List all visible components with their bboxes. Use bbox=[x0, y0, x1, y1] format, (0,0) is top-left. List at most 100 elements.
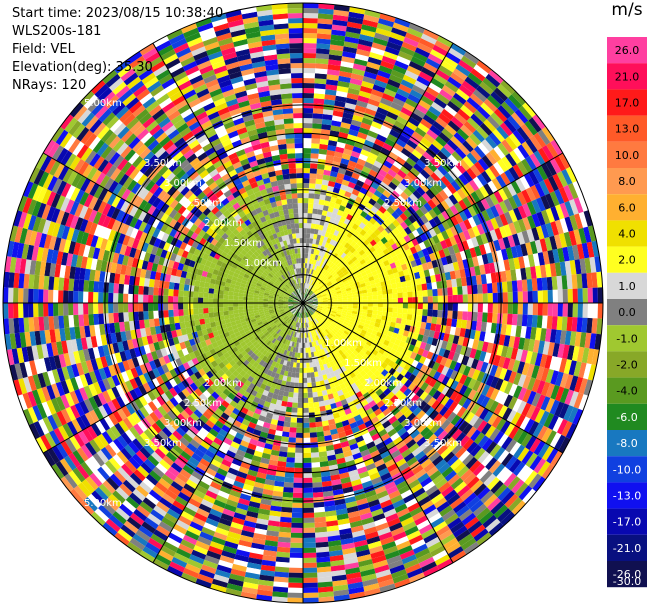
velocity-cell bbox=[547, 250, 555, 264]
velocity-cell bbox=[414, 353, 422, 362]
velocity-cell bbox=[499, 200, 509, 214]
velocity-cell bbox=[304, 283, 307, 289]
velocity-cell bbox=[315, 311, 320, 315]
velocity-cell bbox=[322, 269, 327, 275]
velocity-cell bbox=[421, 248, 429, 257]
velocity-cell bbox=[376, 197, 385, 206]
velocity-cell bbox=[336, 312, 342, 316]
velocity-cell bbox=[421, 33, 437, 45]
velocity-cell bbox=[317, 306, 323, 309]
velocity-cell bbox=[306, 289, 310, 294]
velocity-cell bbox=[331, 234, 337, 241]
velocity-cell bbox=[512, 359, 521, 373]
velocity-cell bbox=[315, 249, 320, 256]
velocity-cell bbox=[303, 422, 310, 428]
velocity-cell bbox=[337, 231, 343, 238]
velocity-cell bbox=[458, 210, 468, 222]
velocity-cell bbox=[446, 279, 453, 288]
velocity-cell bbox=[331, 24, 347, 32]
velocity-cell bbox=[365, 284, 372, 290]
velocity-cell bbox=[310, 372, 315, 378]
velocity-cell bbox=[483, 410, 494, 423]
velocity-cell bbox=[326, 293, 332, 297]
velocity-cell bbox=[389, 262, 397, 269]
velocity-cell bbox=[312, 477, 322, 483]
velocity-cell bbox=[412, 51, 428, 63]
velocity-cell bbox=[320, 268, 325, 274]
velocity-cell bbox=[307, 258, 310, 264]
velocity-cell bbox=[377, 310, 383, 316]
velocity-cell bbox=[418, 99, 431, 111]
velocity-cell bbox=[556, 418, 568, 435]
velocity-cell bbox=[411, 238, 419, 247]
velocity-cell bbox=[530, 351, 538, 366]
velocity-cell bbox=[362, 373, 370, 381]
velocity-cell bbox=[478, 244, 487, 256]
velocity-cell bbox=[366, 288, 373, 293]
velocity-cell bbox=[485, 457, 498, 471]
velocity-cell bbox=[506, 281, 513, 293]
velocity-cell bbox=[530, 266, 537, 279]
velocity-cell bbox=[303, 562, 317, 568]
velocity-cell bbox=[429, 410, 439, 421]
velocity-cell bbox=[315, 260, 320, 266]
velocity-cell bbox=[384, 115, 397, 125]
velocity-cell bbox=[312, 305, 318, 308]
velocity-cell bbox=[482, 293, 488, 303]
velocity-cell bbox=[315, 283, 320, 289]
velocity-cell bbox=[517, 218, 527, 232]
velocity-cell bbox=[383, 241, 392, 249]
velocity-cell bbox=[564, 216, 574, 232]
velocity-cell bbox=[347, 267, 354, 273]
velocity-cell bbox=[451, 318, 458, 328]
velocity-cell bbox=[410, 202, 420, 212]
velocity-cell bbox=[362, 299, 368, 303]
velocity-cell bbox=[309, 310, 314, 315]
velocity-cell bbox=[412, 346, 420, 354]
velocity-cell bbox=[435, 69, 451, 81]
velocity-cell bbox=[441, 366, 450, 376]
velocity-cell bbox=[502, 357, 511, 370]
velocity-cell bbox=[321, 262, 326, 269]
velocity-cell bbox=[410, 260, 418, 268]
velocity-cell bbox=[307, 284, 311, 289]
velocity-cell bbox=[357, 43, 372, 52]
velocity-cell bbox=[365, 377, 374, 385]
velocity-cell bbox=[475, 274, 482, 285]
velocity-cell bbox=[387, 238, 396, 246]
velocity-cell bbox=[531, 378, 541, 393]
velocity-cell bbox=[285, 406, 292, 413]
velocity-cell bbox=[422, 309, 428, 317]
velocity-cell bbox=[537, 303, 543, 316]
velocity-cell bbox=[321, 210, 328, 217]
velocity-cell bbox=[522, 217, 532, 231]
velocity-cell bbox=[292, 402, 298, 408]
velocity-cell bbox=[437, 373, 446, 383]
velocity-cell bbox=[428, 218, 438, 228]
velocity-cell bbox=[429, 185, 439, 196]
velocity-cell bbox=[303, 118, 313, 124]
velocity-cell bbox=[392, 64, 407, 75]
velocity-cell bbox=[444, 237, 453, 248]
velocity-cell bbox=[380, 213, 388, 222]
velocity-cell bbox=[351, 288, 357, 293]
velocity-cell bbox=[392, 219, 401, 228]
velocity-cell bbox=[516, 280, 523, 292]
velocity-cell bbox=[531, 278, 538, 291]
velocity-cell bbox=[467, 367, 476, 379]
velocity-cell bbox=[307, 387, 313, 393]
velocity-cell bbox=[361, 315, 367, 320]
velocity-cell bbox=[310, 163, 318, 169]
velocity-cell bbox=[512, 428, 524, 442]
velocity-cell bbox=[399, 384, 408, 394]
velocity-cell bbox=[466, 476, 480, 489]
velocity-cell bbox=[304, 293, 308, 299]
velocity-cell bbox=[540, 396, 551, 411]
velocity-cell bbox=[440, 146, 452, 158]
velocity-cell bbox=[391, 386, 400, 395]
velocity-cell bbox=[410, 338, 418, 346]
velocity-cell bbox=[345, 335, 352, 341]
velocity-cell bbox=[479, 408, 490, 421]
velocity-cell bbox=[352, 297, 358, 301]
velocity-cell bbox=[489, 428, 501, 442]
